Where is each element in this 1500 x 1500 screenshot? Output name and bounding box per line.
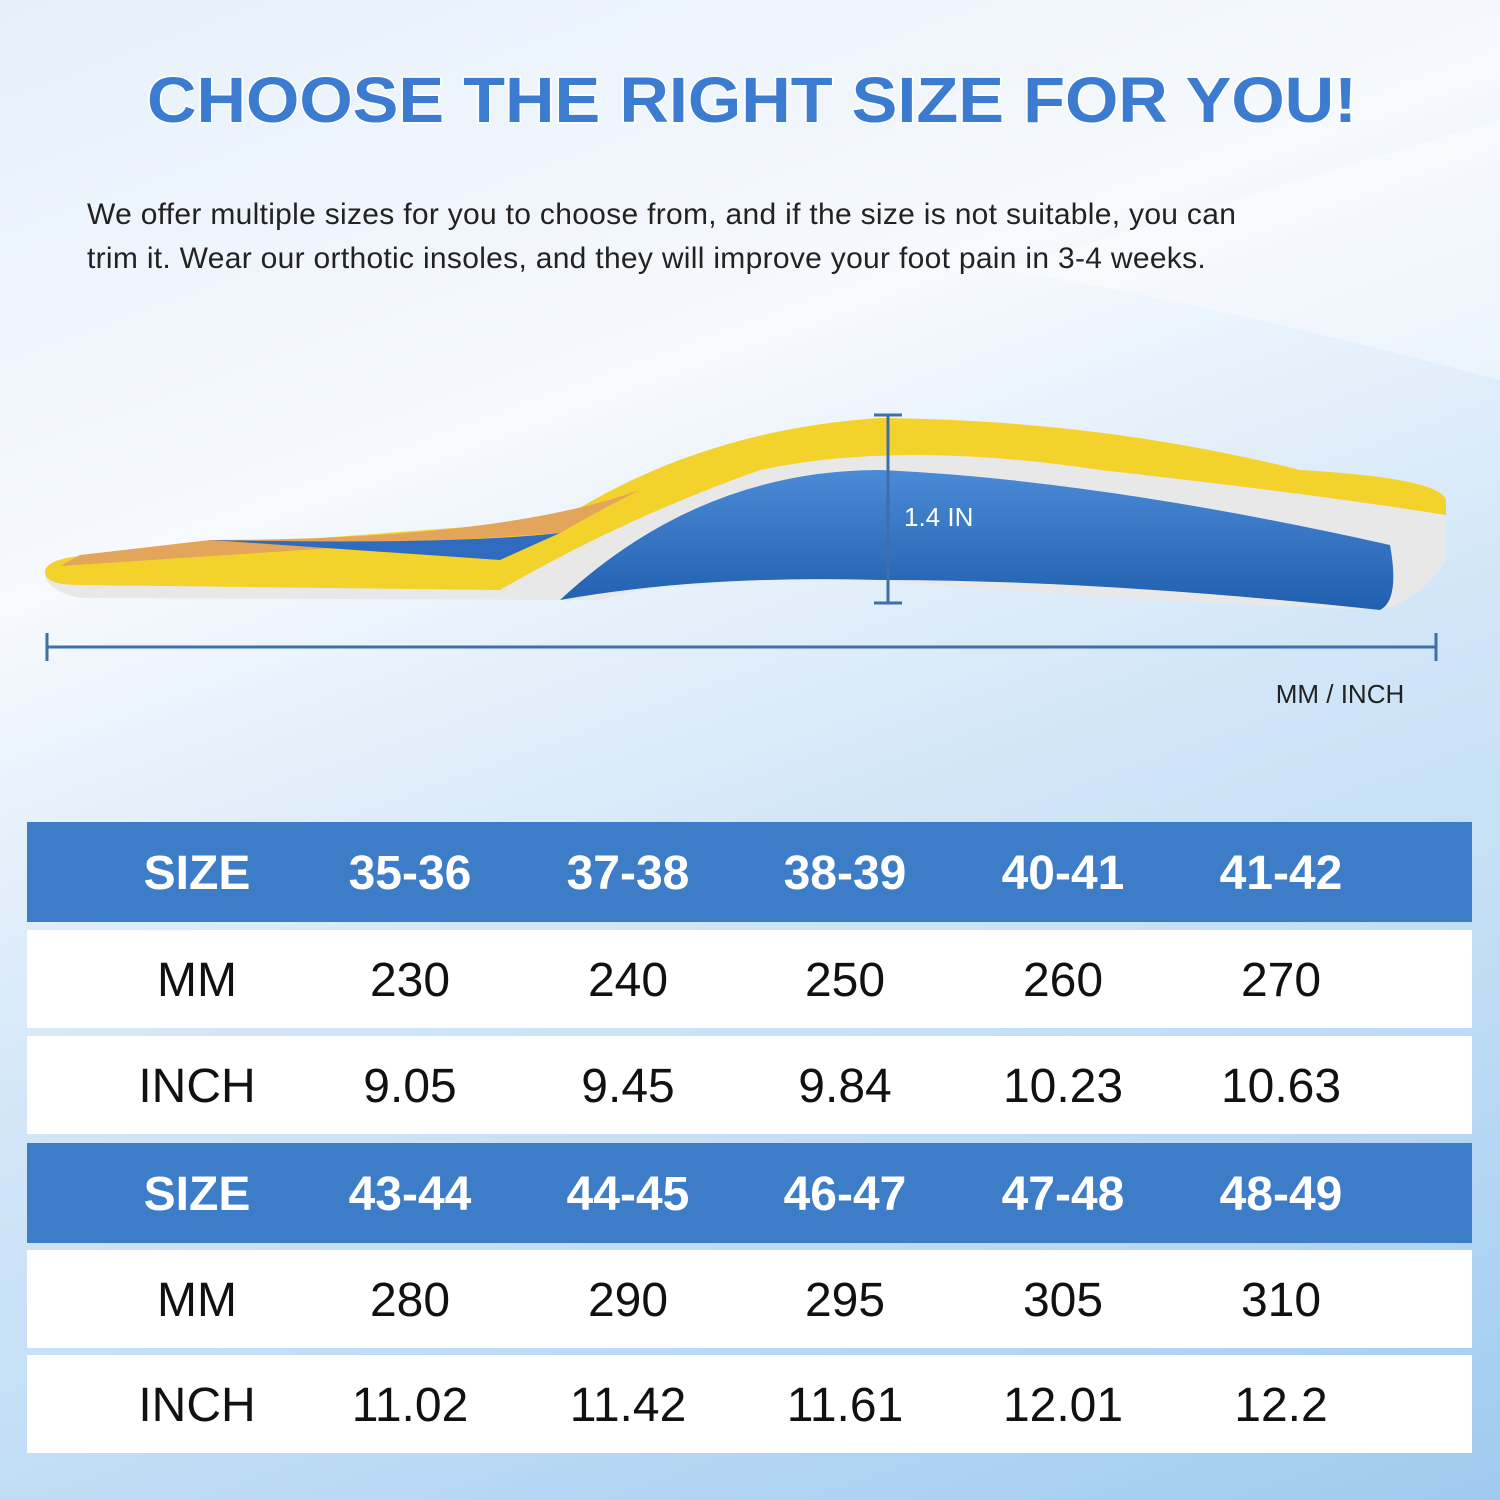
data-cell: 11.61 (786, 1379, 904, 1432)
data-cell: 230 (369, 954, 451, 1007)
header-cell: 43-44 (348, 1168, 472, 1221)
data-cell: INCH (138, 1060, 256, 1113)
header-cell: SIZE (143, 847, 251, 900)
data-cell: 295 (804, 1274, 886, 1327)
header-cell: 44-45 (566, 1168, 690, 1221)
header-cell: 41-42 (1219, 847, 1343, 900)
data-cell: 12.2 (1234, 1379, 1328, 1432)
header-cell: 46-47 (783, 1168, 907, 1221)
length-marker (45, 633, 1438, 661)
header-cell: 35-36 (348, 847, 472, 900)
data-cell: 270 (1240, 954, 1322, 1007)
data-cell: 250 (804, 954, 886, 1007)
header-cell: 37-38 (566, 847, 690, 900)
data-cell: 9.45 (581, 1060, 675, 1113)
data-cell: 11.42 (569, 1379, 687, 1432)
height-label: 1.4 IN (904, 502, 973, 532)
data-cell: 280 (369, 1274, 451, 1327)
header-cell: SIZE (143, 1168, 251, 1221)
data-cell: 12.01 (1002, 1379, 1124, 1432)
data-cell: 310 (1240, 1274, 1322, 1327)
header-cell: 40-41 (1001, 847, 1125, 900)
data-cell: 10.63 (1220, 1060, 1342, 1113)
data-cell: 240 (587, 954, 669, 1007)
data-row (27, 1036, 1472, 1134)
header-cell: 47-48 (1001, 1168, 1125, 1221)
data-row (27, 1250, 1472, 1348)
description: We offer multiple sizes for you to choos… (87, 198, 1237, 231)
data-cell: MM (157, 1274, 237, 1327)
data-cell: 260 (1022, 954, 1104, 1007)
swoosh (1000, 120, 1500, 380)
header-row (27, 822, 1472, 922)
data-cell: 11.02 (351, 1379, 469, 1432)
data-cell: 305 (1022, 1274, 1104, 1327)
data-cell: INCH (138, 1379, 256, 1432)
data-cell: 9.84 (798, 1060, 892, 1113)
data-cell: MM (157, 954, 237, 1007)
data-row (27, 1355, 1472, 1453)
description: trim it. Wear our orthotic insoles, and … (87, 242, 1207, 275)
header-cell: 38-39 (783, 847, 907, 900)
data-cell: 9.05 (363, 1060, 457, 1113)
height-marker (874, 413, 902, 605)
header-cell: 48-49 (1219, 1168, 1343, 1221)
data-row (27, 930, 1472, 1028)
title: CHOOSE THE RIGHT SIZE FOR YOU! (147, 64, 1357, 136)
data-cell: 290 (587, 1274, 669, 1327)
insole (45, 418, 1446, 610)
header-row (27, 1143, 1472, 1243)
data-cell: 10.23 (1002, 1060, 1124, 1113)
length-label: MM / INCH (1276, 679, 1405, 709)
